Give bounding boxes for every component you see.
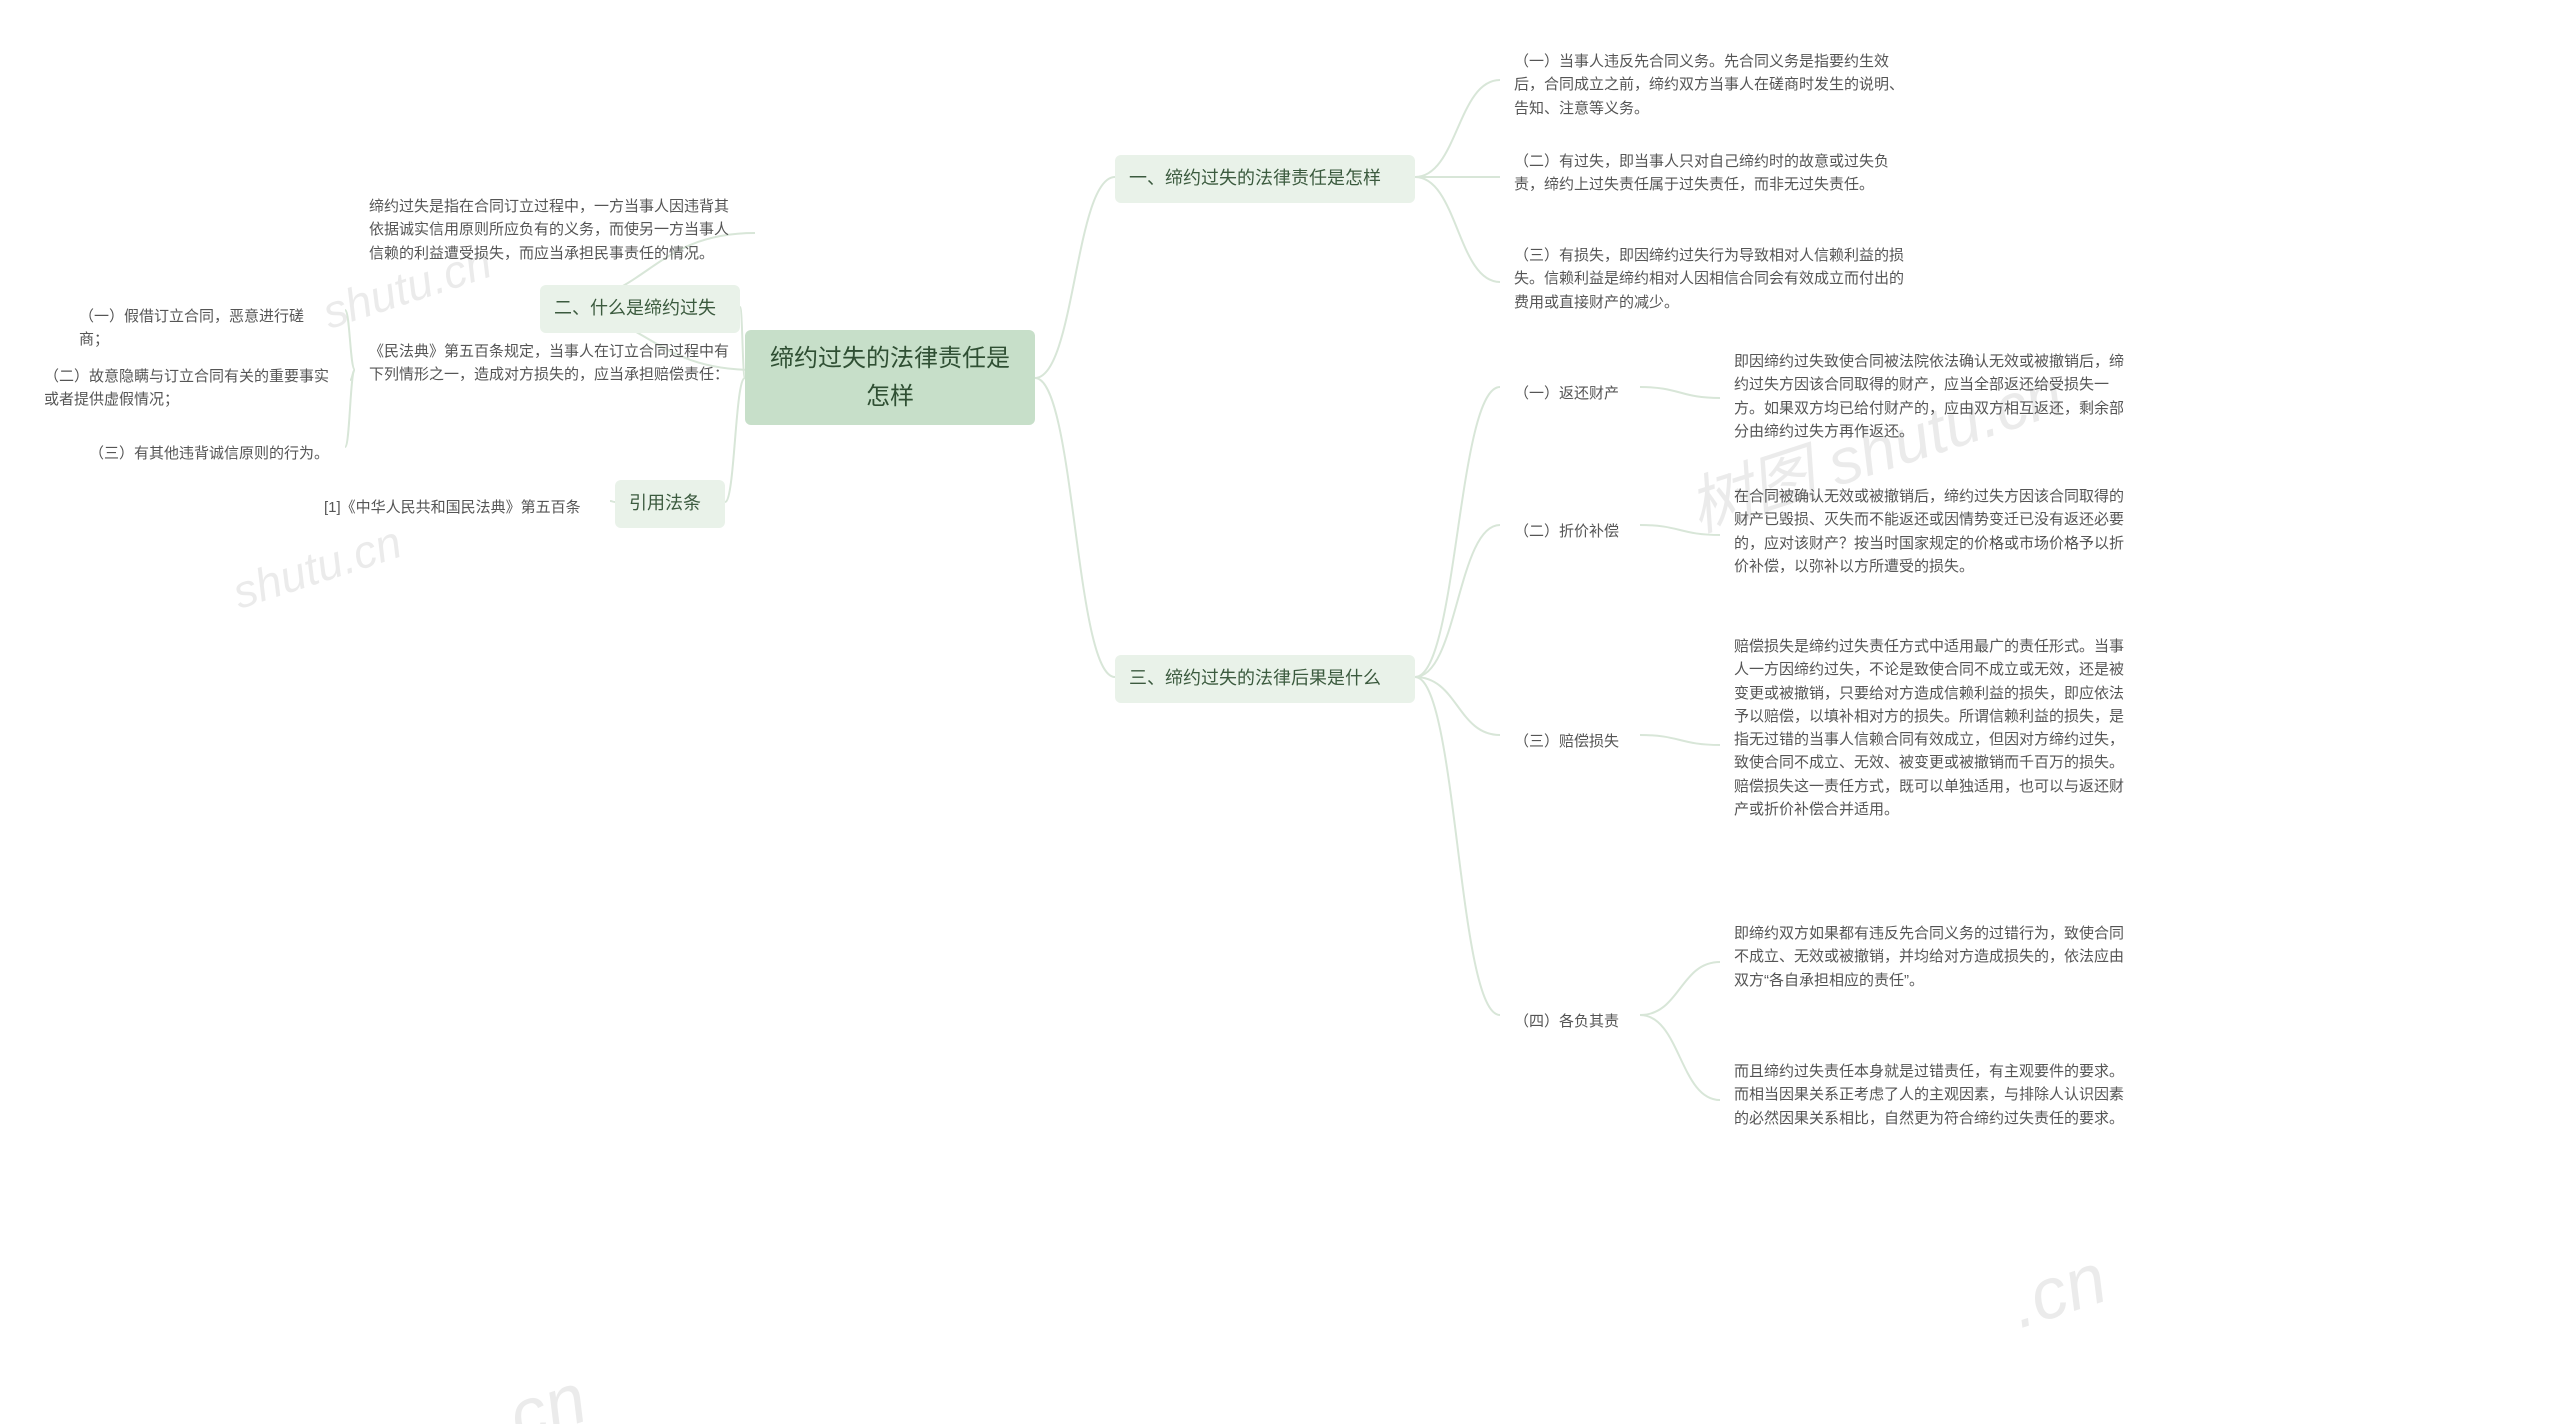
leaf-r3b1: 在合同被确认无效或被撤销后，缔约过失方因该合同取得的财产已毁损、灭失而不能返还或… xyxy=(1720,475,2150,595)
leaf-r3d2: 而且缔约过失责任本身就是过错责任，有主观要件的要求。而相当因果关系正考虑了人的主… xyxy=(1720,1050,2150,1150)
leaf-l3a: [1]《中华人民共和国民法典》第五百条 xyxy=(310,486,610,529)
leaf-l2b2: （二）故意隐瞒与订立合同有关的重要事实或者提供虚假情况； xyxy=(30,355,350,422)
branch-l3[interactable]: 引用法条 xyxy=(615,480,725,528)
mindmap-canvas: { "canvas": { "width": 2560, "height": 1… xyxy=(0,0,2560,1424)
branch-r3[interactable]: 三、缔约过失的法律后果是什么 xyxy=(1115,655,1415,703)
watermark-1: shutu.cn xyxy=(226,514,408,619)
leaf-r1a: （一）当事人违反先合同义务。先合同义务是指要约生效后，合同成立之前，缔约双方当事… xyxy=(1500,40,1920,130)
leaf-r3c1: 赔偿损失是缔约过失责任方式中适用最广的责任形式。当事人一方因缔约过失，不论是致使… xyxy=(1720,625,2150,865)
leaf-l2b: 《民法典》第五百条规定，当事人在订立合同过程中有下列情形之一，造成对方损失的，应… xyxy=(355,330,755,410)
leaf-l2b1: （一）假借订立合同，恶意进行磋商； xyxy=(65,295,345,362)
node-r3d: （四）各负其责 xyxy=(1500,1000,1640,1043)
node-r3a: （一）返还财产 xyxy=(1500,372,1640,415)
leaf-r3d1: 即缔约双方如果都有违反先合同义务的过错行为，致使合同不成立、无效或被撤销，并均给… xyxy=(1720,912,2150,1012)
leaf-l2a: 缔约过失是指在合同订立过程中，一方当事人因违背其依据诚实信用原则所应负有的义务，… xyxy=(355,185,755,281)
branch-r1[interactable]: 一、缔约过失的法律责任是怎样 xyxy=(1115,155,1415,203)
node-r3c: （三）赔偿损失 xyxy=(1500,720,1640,763)
watermark-3: .cn xyxy=(480,1357,597,1424)
leaf-r1c: （三）有损失，即因缔约过失行为导致相对人信赖利益的损失。信赖利益是缔约相对人因相… xyxy=(1500,234,1920,330)
watermark-4: .cn xyxy=(2000,1237,2117,1345)
leaf-r3a1: 即因缔约过失致使合同被法院依法确认无效或被撤销后，缔约过失方因该合同取得的财产，… xyxy=(1720,340,2150,456)
leaf-l2b3: （三）有其他违背诚信原则的行为。 xyxy=(75,432,345,475)
root-node[interactable]: 缔约过失的法律责任是怎样 xyxy=(745,330,1035,425)
leaf-r1b: （二）有过失，即当事人只对自己缔约时的故意或过失负责，缔约上过失责任属于过失责任… xyxy=(1500,140,1920,214)
branch-l2[interactable]: 二、什么是缔约过失 xyxy=(540,285,740,333)
node-r3b: （二）折价补偿 xyxy=(1500,510,1640,553)
